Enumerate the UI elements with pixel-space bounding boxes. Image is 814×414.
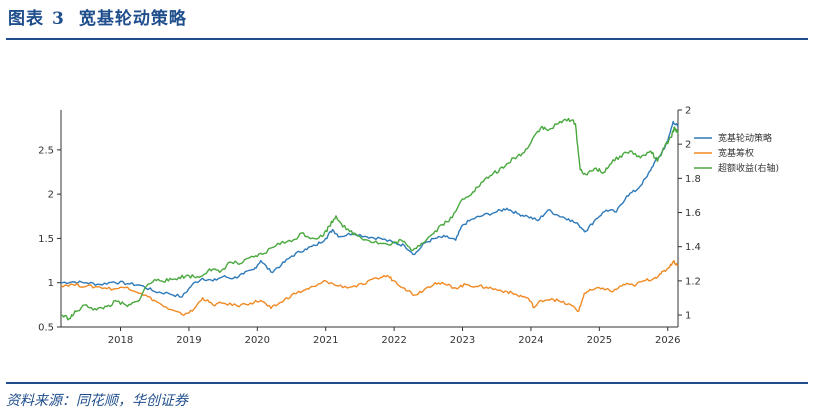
y-left-tick-label: 2.5 <box>38 145 54 156</box>
y-left-tick-label: 1.5 <box>38 234 54 245</box>
legend-label-1: 宽基筹权 <box>718 147 754 159</box>
y-left-tick-label: 0.5 <box>38 323 54 334</box>
chart-axes: 2018 2019 2020 2021 2022 2023 2024 2025 2026 0.5 1… <box>38 106 701 347</box>
y-right-tick-label: 1.8 <box>685 174 701 185</box>
y-left-tick-label: 1 <box>48 278 54 289</box>
chart: 2018 2019 2020 2021 2022 2023 2024 2025 2026 0.5 1… <box>0 0 814 384</box>
x-tick-label: 2023 <box>450 335 475 346</box>
legend-label-0: 宽基轮动策略 <box>718 132 772 144</box>
series-line-1 <box>61 261 678 316</box>
y-right-tick-label: 1 <box>685 311 691 322</box>
y-right-tick-label: 2 <box>685 106 691 117</box>
x-tick-label: 2022 <box>381 335 406 346</box>
chart-lines <box>61 119 678 320</box>
y-right-tick-label: 1.4 <box>685 242 701 253</box>
bottom-rule <box>6 382 808 384</box>
y-right-tick-label: 1.6 <box>685 208 701 219</box>
x-tick-label: 2019 <box>176 335 201 346</box>
x-tick-label: 2018 <box>108 335 133 346</box>
y-right-tick-label: 1.2 <box>685 276 701 287</box>
series-line-2 <box>61 119 678 320</box>
x-tick-label: 2021 <box>313 335 338 346</box>
legend-label-2: 超额收益(右轴) <box>718 162 779 174</box>
x-tick-label: 2025 <box>587 335 612 346</box>
x-tick-label: 2026 <box>655 335 680 346</box>
series-line-0 <box>61 122 678 298</box>
source-note: 资料来源：同花顺，华创证券 <box>6 390 188 410</box>
x-tick-label: 2024 <box>518 335 543 346</box>
x-tick-label: 2020 <box>245 335 270 346</box>
y-right-tick-label: 2 <box>685 140 691 151</box>
y-left-tick-label: 2 <box>48 190 54 201</box>
